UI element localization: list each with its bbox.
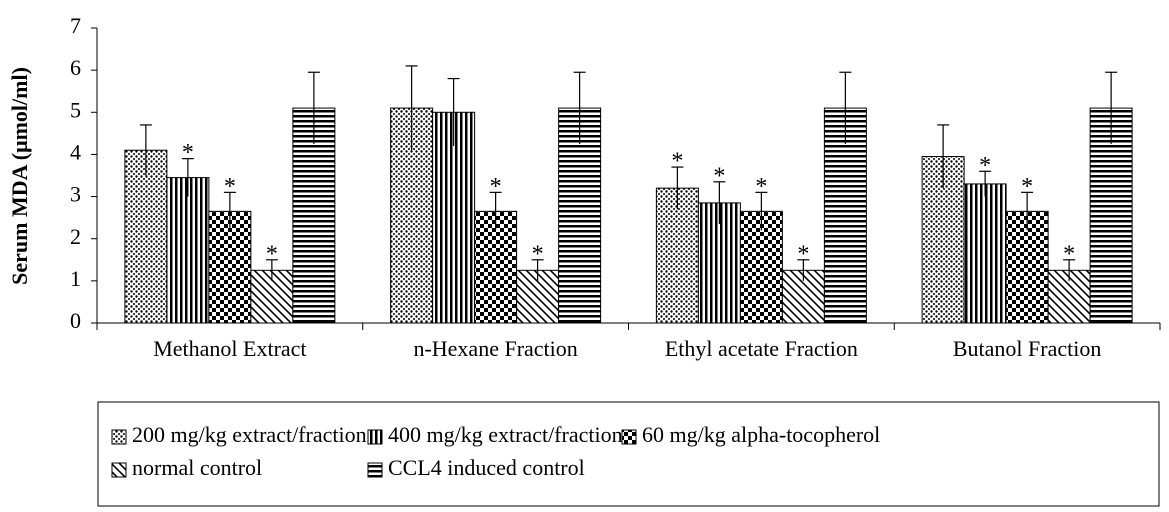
x-tick-label: Ethyl acetate Fraction	[665, 336, 858, 361]
significance-mark: *	[797, 241, 809, 267]
y-axis-label: Serum MDA (μmol/ml)	[7, 67, 32, 285]
y-tick-label: 4	[70, 139, 81, 164]
y-tick-label: 0	[70, 308, 81, 333]
legend-swatch	[111, 429, 127, 445]
y-tick-label: 3	[70, 182, 81, 207]
x-tick-label: n-Hexane Fraction	[413, 336, 577, 361]
y-tick-label: 2	[70, 224, 81, 249]
significance-mark: *	[979, 153, 991, 179]
y-tick-label: 1	[70, 266, 81, 291]
legend-box	[97, 401, 1160, 507]
y-tick-label: 6	[70, 55, 81, 80]
x-tick-label: Butanol Fraction	[953, 336, 1101, 361]
significance-mark: *	[182, 140, 194, 166]
legend-swatch	[367, 462, 383, 478]
significance-mark: *	[671, 149, 683, 175]
significance-mark: *	[532, 241, 544, 267]
legend-swatch	[621, 429, 637, 445]
legend-swatch	[111, 462, 127, 478]
significance-mark: *	[713, 163, 725, 189]
significance-mark: *	[266, 241, 278, 267]
bar	[432, 111, 476, 324]
significance-mark: *	[224, 174, 236, 200]
y-tick-label: 5	[70, 97, 81, 122]
legend-label: 200 mg/kg extract/fraction	[132, 422, 367, 447]
legend-label: normal control	[132, 455, 262, 480]
x-tick-label: Methanol Extract	[153, 336, 306, 361]
bar	[963, 183, 1007, 324]
significance-mark: *	[490, 174, 502, 200]
legend-swatch	[367, 429, 383, 445]
bar	[166, 177, 210, 324]
significance-mark: *	[1021, 174, 1033, 200]
significance-mark: *	[755, 174, 767, 200]
significance-mark: *	[1063, 241, 1075, 267]
bar	[124, 149, 168, 324]
legend-label: 60 mg/kg alpha-tocopherol	[642, 422, 880, 447]
y-tick-label: 7	[70, 13, 81, 38]
legend-label: CCL4 induced control	[388, 455, 585, 480]
bar	[655, 187, 699, 324]
legend-label: 400 mg/kg extract/fraction	[388, 422, 623, 447]
